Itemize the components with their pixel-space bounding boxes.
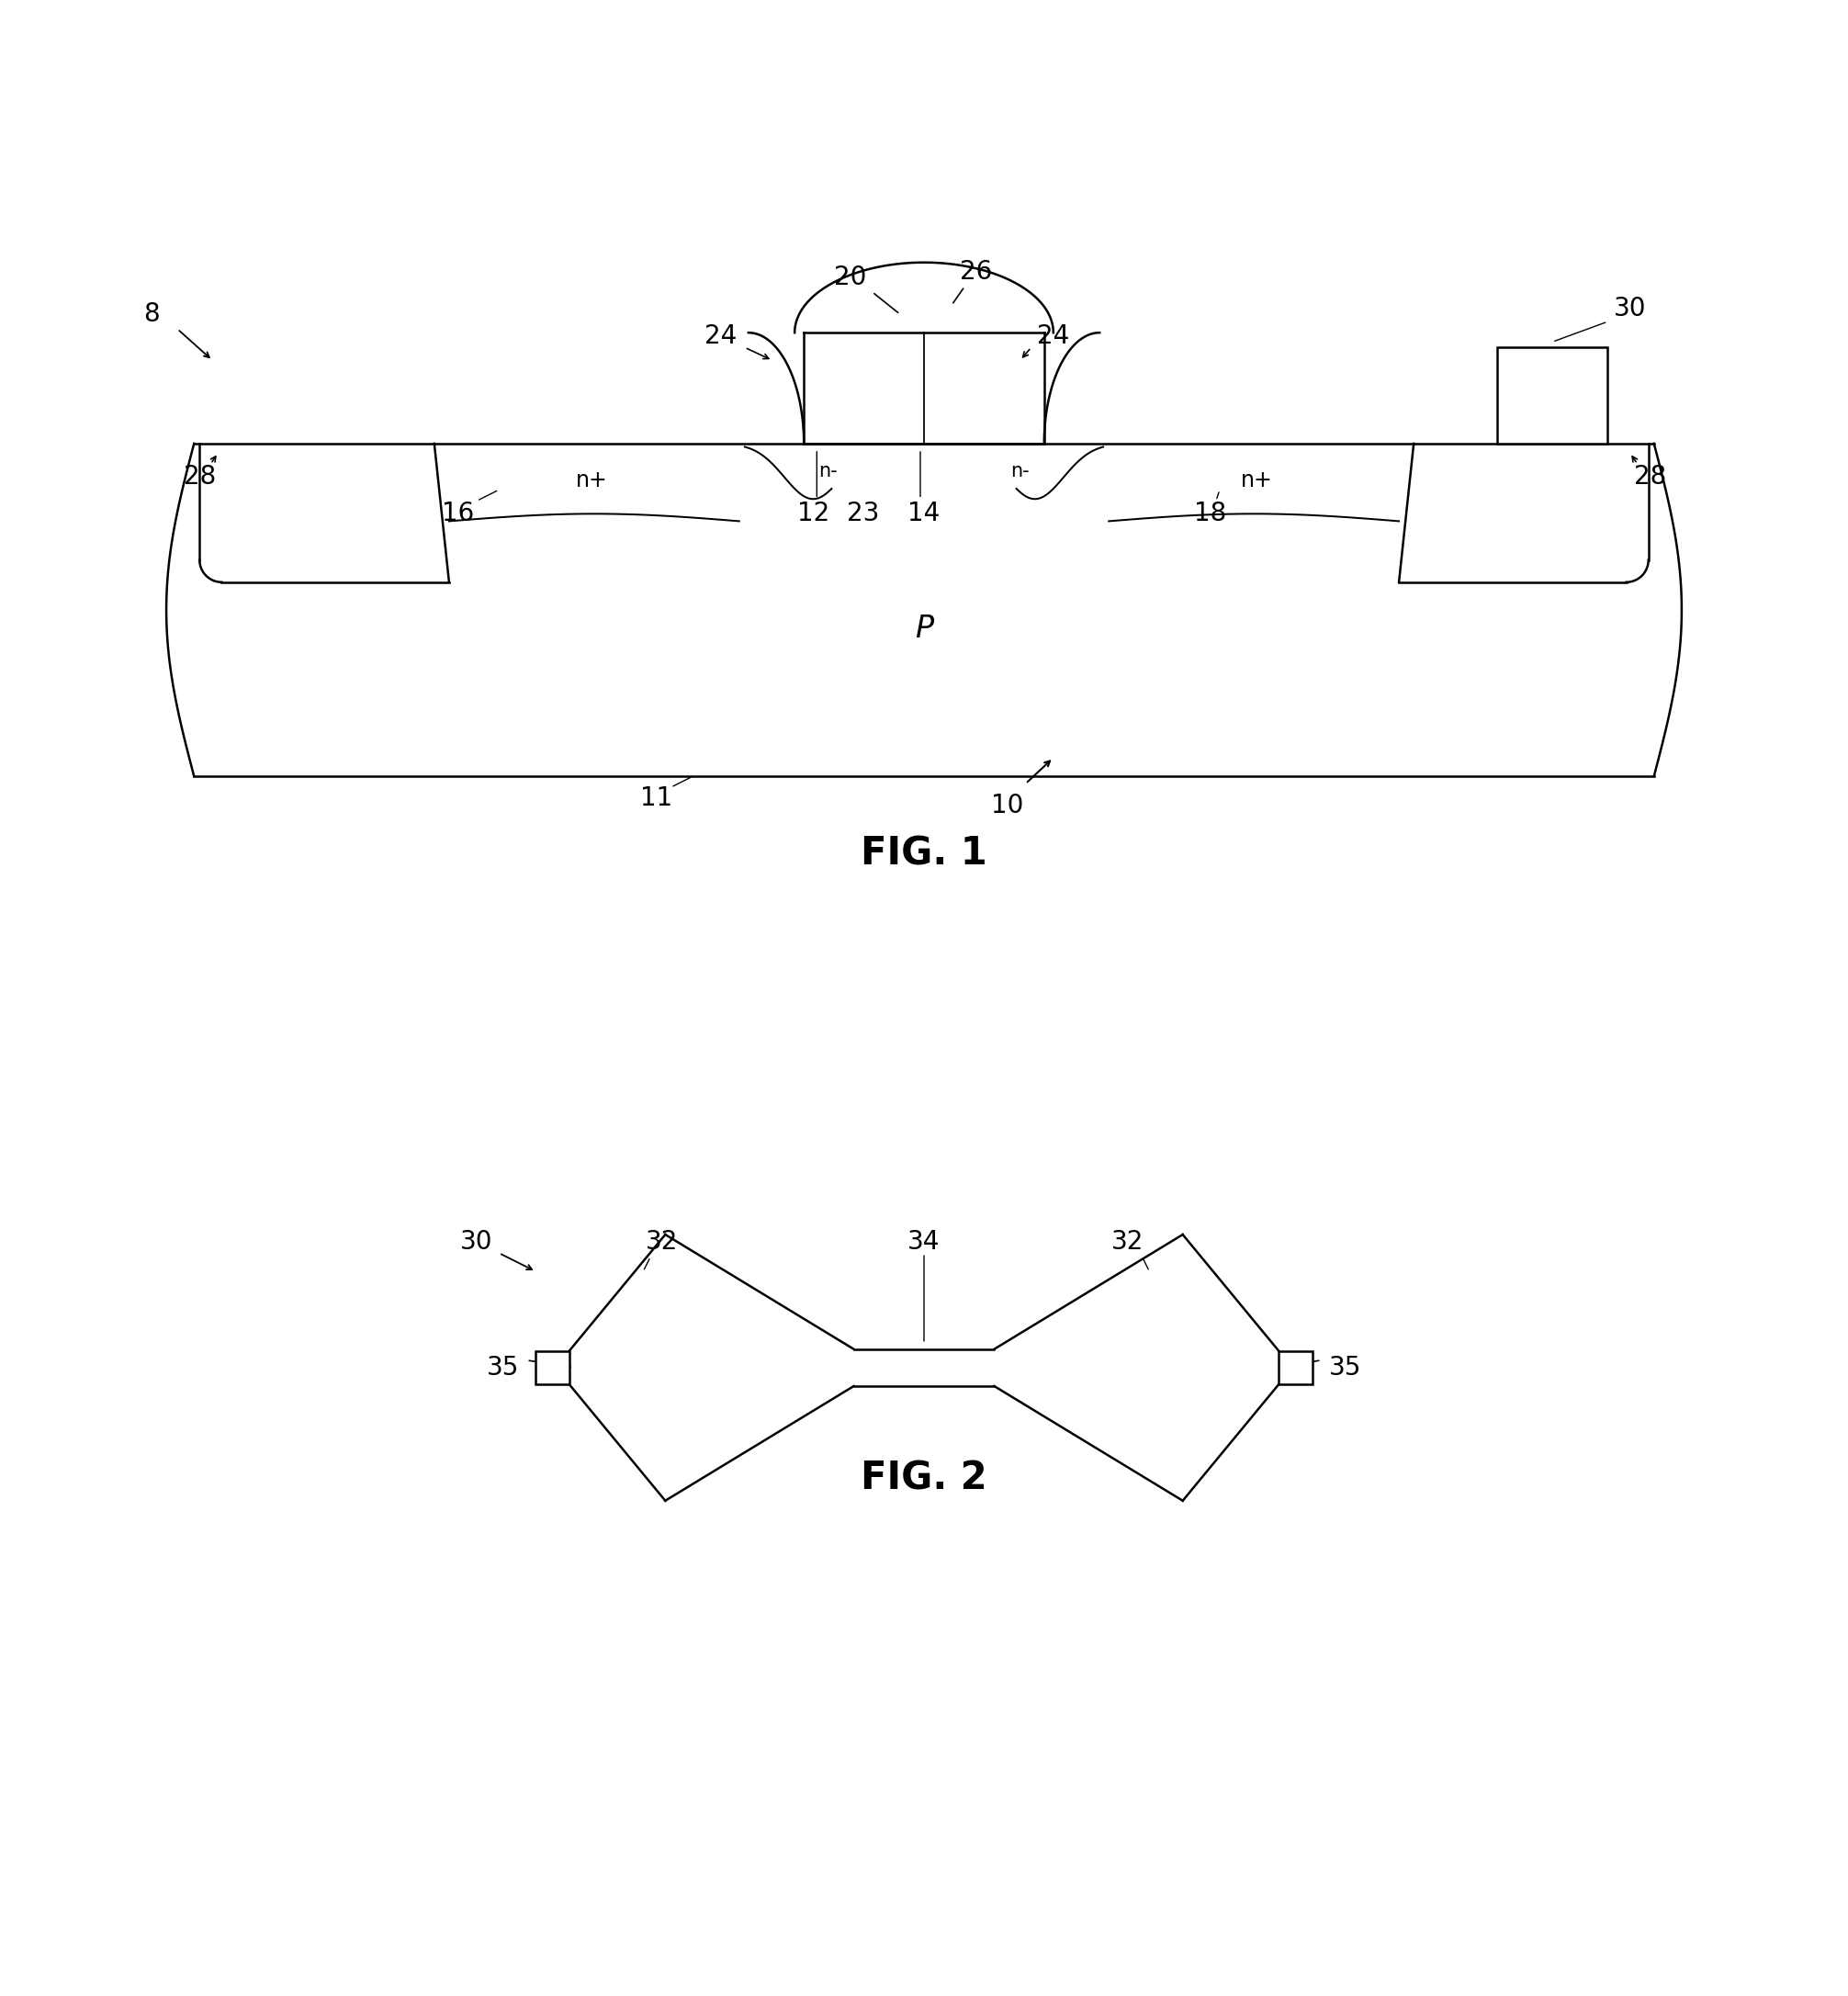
- Text: 32: 32: [645, 1230, 678, 1255]
- Bar: [1497, 347, 1608, 443]
- Text: 24: 24: [704, 323, 737, 349]
- Bar: [536, 1351, 569, 1385]
- Bar: [1279, 1351, 1312, 1385]
- Text: n-: n-: [1011, 463, 1029, 481]
- Text: 23: 23: [846, 501, 880, 527]
- Text: 30: 30: [1613, 295, 1647, 321]
- Text: 24: 24: [1037, 323, 1070, 349]
- Text: 32: 32: [1111, 1230, 1144, 1255]
- Text: FIG. 1: FIG. 1: [861, 834, 987, 872]
- Text: 28: 28: [1634, 463, 1667, 489]
- Text: 18: 18: [1194, 501, 1227, 527]
- Text: 34: 34: [907, 1230, 941, 1255]
- Text: 26: 26: [959, 259, 992, 285]
- Text: n+: n+: [575, 469, 608, 491]
- Text: 11: 11: [639, 786, 673, 810]
- Text: 30: 30: [460, 1230, 493, 1255]
- Text: 16: 16: [442, 501, 475, 527]
- Text: n-: n-: [819, 463, 837, 481]
- Text: 28: 28: [183, 463, 216, 489]
- Text: 12: 12: [796, 501, 830, 527]
- Text: 20: 20: [833, 263, 867, 289]
- Text: FIG. 2: FIG. 2: [861, 1459, 987, 1497]
- Text: 35: 35: [486, 1355, 519, 1381]
- Text: 14: 14: [907, 501, 941, 527]
- Text: 35: 35: [1329, 1355, 1362, 1381]
- Text: n+: n+: [1240, 469, 1273, 491]
- Text: 10: 10: [991, 792, 1024, 818]
- Text: P: P: [915, 613, 933, 643]
- Text: 8: 8: [144, 301, 159, 327]
